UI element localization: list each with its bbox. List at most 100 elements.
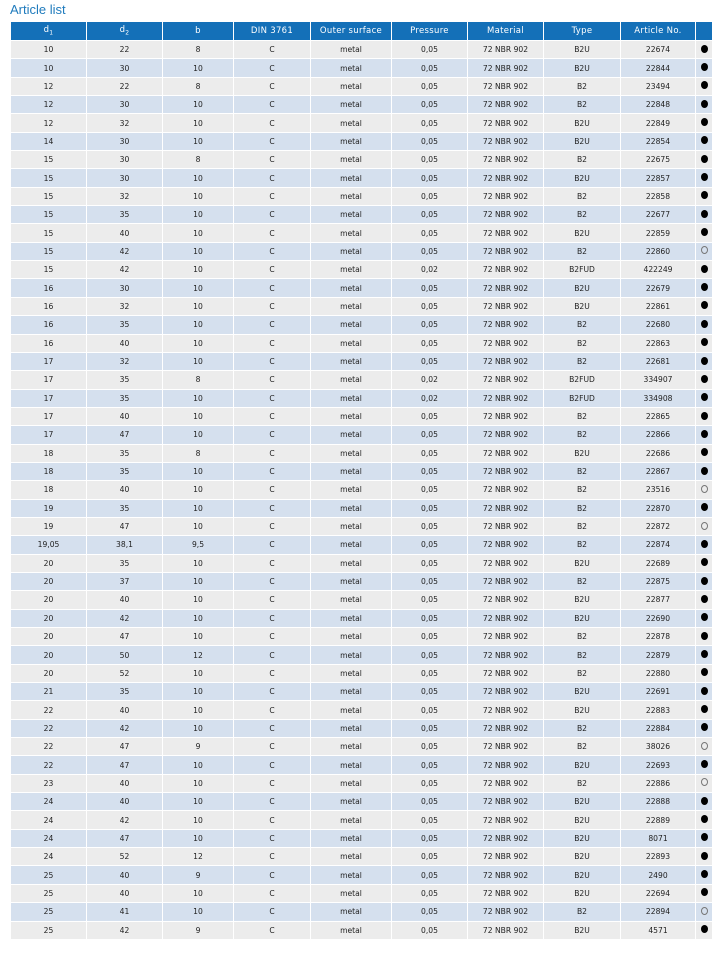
cell-b: 10	[162, 352, 234, 372]
cell-article-no: 22865	[620, 407, 696, 427]
cell-article-no: 22674	[620, 40, 696, 60]
cell-b: 10	[162, 205, 234, 225]
cell-type: B2U	[543, 682, 621, 702]
cell-article-no: 22883	[620, 700, 696, 720]
filled-circle-icon	[700, 760, 708, 769]
cell-d1: 15	[10, 150, 87, 170]
cell-din-3761: C	[233, 187, 311, 207]
cell-d2: 42	[86, 242, 163, 262]
cell-d1: 19	[10, 499, 87, 518]
cell-d2: 30	[86, 58, 163, 78]
cell-din-3761: C	[233, 58, 311, 78]
cell-outer-surface: metal	[310, 462, 392, 482]
filled-circle-icon	[700, 44, 708, 53]
cell-availability	[695, 132, 713, 152]
cell-din-3761: C	[233, 297, 311, 317]
cell-outer-surface: metal	[310, 40, 392, 60]
filled-circle-icon	[700, 613, 708, 622]
cell-d2: 35	[86, 682, 163, 702]
cell-din-3761: C	[233, 352, 311, 372]
cell-material: 72 NBR 902	[467, 829, 544, 849]
empty-circle-icon	[700, 906, 708, 915]
cell-article-no: 22849	[620, 113, 696, 133]
cell-availability	[695, 150, 713, 170]
cell-material: 72 NBR 902	[467, 462, 544, 482]
cell-b: 10	[162, 223, 234, 243]
cell-d1: 15	[10, 223, 87, 243]
cell-type: B2U	[543, 829, 621, 849]
cell-b: 10	[162, 58, 234, 78]
cell-material: 72 NBR 902	[467, 792, 544, 812]
cell-material: 72 NBR 902	[467, 847, 544, 867]
cell-din-3761: C	[233, 700, 311, 720]
cell-material: 72 NBR 902	[467, 425, 544, 445]
cell-b: 10	[162, 113, 234, 133]
cell-b: 10	[162, 609, 234, 629]
cell-d1: 17	[10, 389, 87, 408]
cell-b: 10	[162, 682, 234, 702]
cell-din-3761: C	[233, 370, 311, 390]
cell-type: B2	[543, 645, 621, 665]
cell-availability	[695, 480, 713, 500]
cell-article-no: 22679	[620, 278, 696, 298]
cell-availability	[695, 682, 713, 702]
cell-b: 10	[162, 297, 234, 317]
cell-material: 72 NBR 902	[467, 902, 544, 922]
column-header-availability	[695, 22, 713, 41]
cell-type: B2	[543, 315, 621, 335]
cell-outer-surface: metal	[310, 223, 392, 243]
filled-circle-icon	[700, 888, 708, 897]
cell-b: 9,5	[162, 535, 234, 555]
cell-material: 72 NBR 902	[467, 480, 544, 500]
cell-availability	[695, 700, 713, 720]
column-header-din-3761: DIN 3761	[233, 22, 311, 41]
cell-pressure: 0,05	[391, 737, 468, 757]
cell-b: 10	[162, 554, 234, 573]
column-header-label: Pressure	[410, 26, 449, 36]
cell-article-no: 22844	[620, 58, 696, 78]
cell-din-3761: C	[233, 535, 311, 555]
cell-din-3761: C	[233, 572, 311, 592]
cell-din-3761: C	[233, 150, 311, 170]
cell-din-3761: C	[233, 719, 311, 739]
empty-circle-icon	[700, 246, 708, 255]
cell-b: 10	[162, 902, 234, 922]
cell-article-no: 422249	[620, 260, 696, 280]
cell-b: 10	[162, 719, 234, 739]
filled-circle-icon	[700, 63, 708, 72]
filled-circle-icon	[700, 374, 708, 383]
cell-din-3761: C	[233, 774, 311, 794]
cell-d2: 42	[86, 260, 163, 280]
cell-din-3761: C	[233, 499, 311, 518]
cell-material: 72 NBR 902	[467, 700, 544, 720]
cell-material: 72 NBR 902	[467, 389, 544, 408]
cell-type: B2U	[543, 444, 621, 463]
cell-outer-surface: metal	[310, 425, 392, 445]
cell-availability	[695, 902, 713, 922]
cell-article-no: 23516	[620, 480, 696, 500]
cell-d2: 50	[86, 645, 163, 665]
cell-type: B2	[543, 499, 621, 518]
cell-din-3761: C	[233, 389, 311, 408]
column-header-outer-surface: Outer surface	[310, 22, 392, 41]
cell-d1: 24	[10, 810, 87, 830]
cell-pressure: 0,05	[391, 774, 468, 794]
cell-outer-surface: metal	[310, 921, 392, 940]
filled-circle-icon	[700, 833, 708, 842]
cell-availability	[695, 847, 713, 867]
cell-pressure: 0,05	[391, 444, 468, 463]
cell-article-no: 22858	[620, 187, 696, 207]
filled-circle-icon	[700, 723, 708, 732]
cell-outer-surface: metal	[310, 700, 392, 720]
cell-pressure: 0,05	[391, 223, 468, 243]
cell-pressure: 0,05	[391, 719, 468, 739]
cell-pressure: 0,05	[391, 150, 468, 170]
filled-circle-icon	[700, 650, 708, 659]
cell-outer-surface: metal	[310, 444, 392, 463]
cell-pressure: 0,05	[391, 278, 468, 298]
